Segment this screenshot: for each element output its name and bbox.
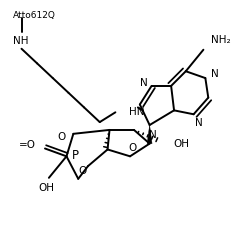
Text: N: N xyxy=(195,118,202,128)
Text: N: N xyxy=(140,78,148,88)
Text: HN: HN xyxy=(129,107,145,117)
Text: NH₂: NH₂ xyxy=(211,35,231,45)
Text: NH: NH xyxy=(13,36,28,46)
Text: OH: OH xyxy=(173,139,189,149)
Text: O: O xyxy=(78,166,86,176)
Text: N: N xyxy=(149,130,156,140)
Text: =O: =O xyxy=(19,140,36,150)
Text: O: O xyxy=(128,143,136,152)
Text: OH: OH xyxy=(38,183,54,193)
Text: P: P xyxy=(71,149,78,162)
Text: N: N xyxy=(211,69,219,79)
Text: Atto612Q: Atto612Q xyxy=(13,11,56,20)
Polygon shape xyxy=(147,125,152,144)
Text: O: O xyxy=(57,132,66,142)
